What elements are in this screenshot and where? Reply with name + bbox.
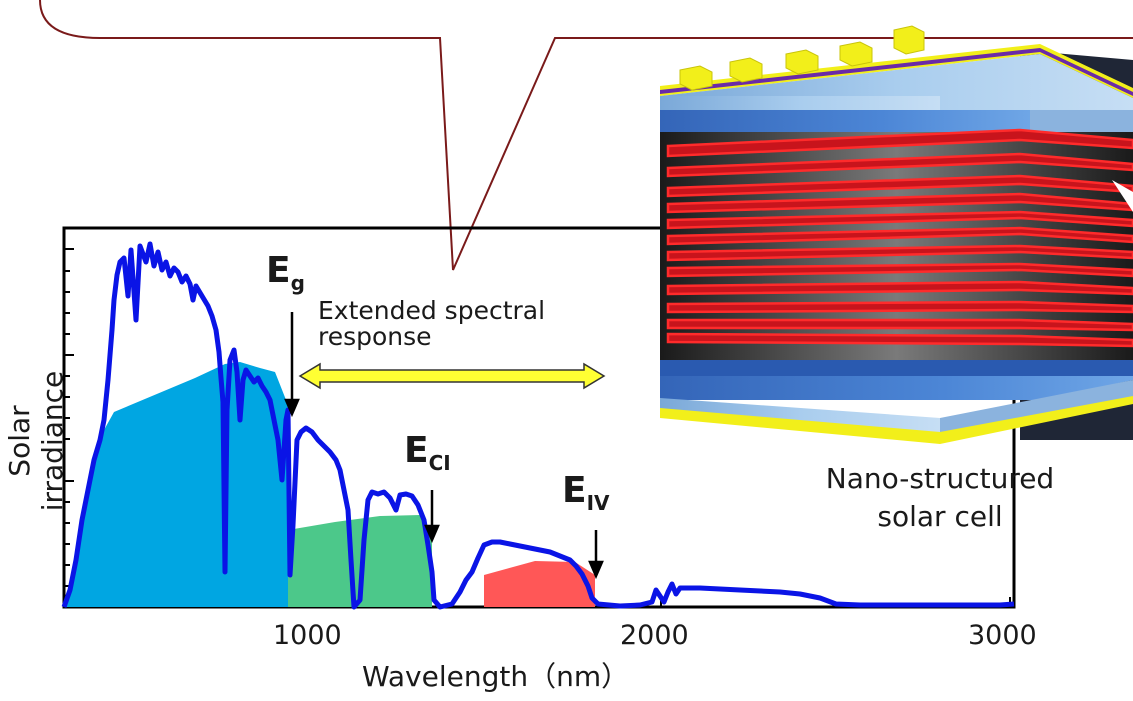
extended-response-label: Extended spectral response <box>318 298 545 350</box>
y-axis-ticks <box>64 248 74 587</box>
x-axis-label: Wavelength（nm） <box>362 660 630 693</box>
callout-bubble <box>39 0 1133 271</box>
spectrum-curve <box>61 241 1015 610</box>
x-tick-2000: 2000 <box>620 620 689 651</box>
band-green <box>288 515 432 607</box>
x-tick-1000: 1000 <box>273 620 342 651</box>
cell-caption: Nano-structured solar cell <box>790 460 1090 536</box>
marker-eiv-sub: IV <box>586 491 610 515</box>
extended-response-line2: response <box>318 322 432 351</box>
marker-eiv: EIV <box>562 470 610 515</box>
marker-eg-symbol: E <box>266 250 291 291</box>
marker-eiv-symbol: E <box>562 470 587 511</box>
cell-caption-line1: Nano-structured <box>825 462 1055 495</box>
marker-eci: ECI <box>404 430 451 475</box>
band-blue <box>64 362 288 607</box>
marker-eci-sub: CI <box>428 451 451 475</box>
extended-response-arrow <box>298 362 606 390</box>
marker-eg-sub: g <box>290 271 305 295</box>
cell-caption-line2: solar cell <box>877 500 1003 533</box>
solar-cell-illustration <box>660 25 1133 444</box>
marker-arrows <box>284 312 604 580</box>
y-axis-label: Solar irradiance <box>3 370 69 512</box>
extended-response-line1: Extended spectral <box>318 296 546 325</box>
band-red <box>484 561 595 607</box>
marker-eg: Eg <box>266 250 305 295</box>
x-tick-3000: 3000 <box>968 620 1037 651</box>
marker-eci-symbol: E <box>404 430 429 471</box>
